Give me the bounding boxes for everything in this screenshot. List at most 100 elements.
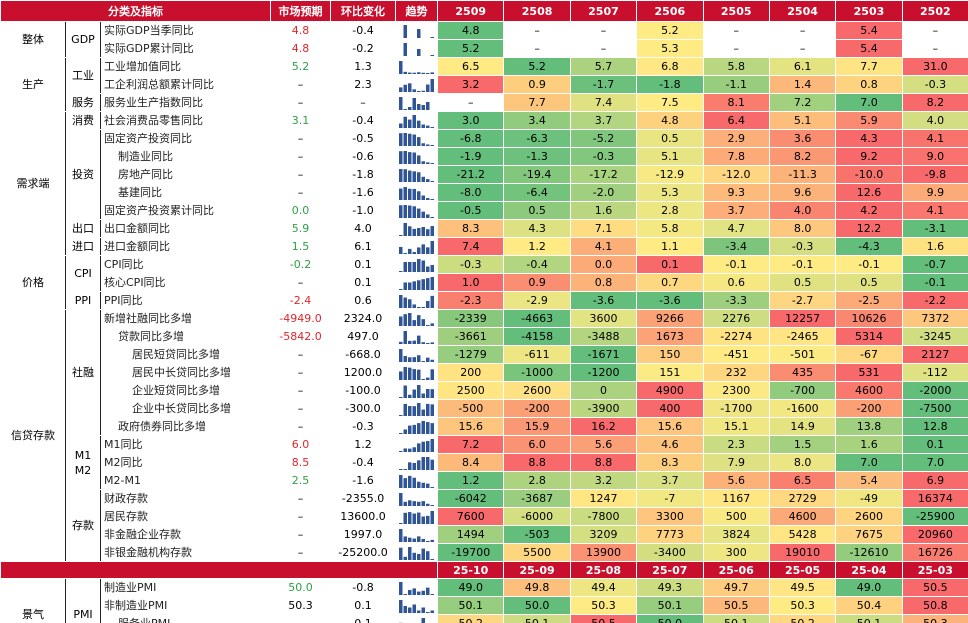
value-cell: -12610 — [835, 543, 903, 562]
value-cell: 7.2 — [437, 435, 505, 454]
value-cell: 1.6 — [835, 435, 903, 454]
value-cell: 2.8 — [503, 471, 571, 490]
indicator: 企业中长贷同比多增 — [99, 399, 272, 418]
spark-bar — [408, 448, 412, 452]
value-cell: 7773 — [636, 525, 704, 544]
spark-bar — [430, 422, 435, 434]
spark-bar — [426, 143, 430, 146]
indicator: 实际GDP当季同比 — [99, 21, 272, 40]
value-cell: -8.0 — [437, 183, 505, 202]
spark-bar — [399, 294, 403, 308]
value-cell: 50.8 — [901, 596, 968, 615]
value-cell: -0.7 — [901, 255, 968, 274]
trend — [395, 75, 439, 94]
spark-bar — [408, 475, 412, 488]
value-cell: -700 — [768, 381, 837, 400]
spark-bar — [412, 538, 417, 542]
spark-bar — [399, 122, 403, 128]
trend — [395, 471, 439, 490]
value-cell: -2274 — [702, 327, 770, 346]
value-cell: -1700 — [702, 399, 770, 418]
expectation: – — [270, 614, 332, 623]
trend — [395, 219, 439, 238]
value-cell: 2.9 — [702, 129, 770, 148]
value-cell: 3.0 — [437, 111, 505, 130]
spark-bar — [408, 367, 412, 380]
value-cell: -12.9 — [636, 165, 704, 184]
change: -0.4 — [330, 21, 397, 40]
spark-bar — [403, 330, 408, 344]
spark-bar — [399, 204, 403, 218]
spark-bar — [417, 208, 421, 218]
sparkline — [399, 402, 435, 416]
change: 4.0 — [330, 219, 397, 238]
value-cell: -3.1 — [901, 219, 968, 238]
value-cell: -6042 — [437, 489, 505, 508]
sparkline — [399, 258, 435, 272]
spark-bar — [399, 528, 403, 542]
spark-bar — [417, 154, 421, 164]
value-cell: 3.7 — [702, 201, 770, 220]
value-cell: -1.8 — [636, 75, 704, 94]
spark-bar — [408, 589, 412, 595]
value-cell: -200 — [835, 399, 903, 418]
header-change: 环比变化 — [330, 0, 397, 22]
data-row: 实际GDP累计同比 4.8 -0.2 5.2– –5.3– –5.4– — [1, 39, 968, 58]
spark-bar — [426, 611, 430, 613]
value-cell: 49.7 — [702, 578, 770, 597]
value-cell: 3.7 — [636, 471, 704, 490]
spark-bar — [430, 459, 435, 470]
spark-bar — [399, 492, 403, 506]
spark-bar — [408, 461, 412, 470]
value-cell: 50.3 — [569, 596, 638, 615]
value-cell: -0.1 — [768, 255, 837, 274]
expectation: – — [270, 183, 332, 202]
indicator: 非金融企业存款 — [99, 525, 272, 544]
value-cell: -0.3 — [437, 255, 505, 274]
spark-bar — [421, 420, 426, 434]
header-label: 分类及指标 — [0, 0, 272, 22]
spark-bar — [403, 42, 408, 56]
sparkline — [399, 581, 435, 595]
sparkline — [399, 168, 435, 182]
value-cell: 5.2 — [437, 39, 505, 58]
value-cell: 5.8 — [636, 219, 704, 238]
value-cell: 5.1 — [768, 111, 837, 130]
value-cell: – — [503, 39, 571, 58]
value-cell: 7.0 — [901, 453, 968, 472]
subcategory: 服务 — [65, 93, 101, 112]
value-cell: -2465 — [768, 327, 837, 346]
value-cell: 15.9 — [503, 417, 571, 436]
spark-bar — [399, 396, 403, 398]
change: -0.2 — [330, 39, 397, 58]
value-cell: 2600 — [503, 381, 571, 400]
spark-bar — [403, 24, 408, 38]
spark-bar — [403, 186, 408, 200]
spark-bar — [408, 340, 412, 344]
sparkline — [399, 510, 435, 524]
value-cell: -11.3 — [768, 165, 837, 184]
spark-bar — [403, 132, 408, 146]
value-cell: 5.6 — [702, 471, 770, 490]
spark-bar — [403, 281, 408, 290]
spark-bar — [399, 474, 403, 488]
spark-bar — [412, 205, 417, 218]
spark-bar — [430, 510, 435, 524]
value-cell: 10626 — [835, 309, 903, 328]
subcategory: 存款 — [65, 489, 101, 562]
value-cell: -200 — [503, 399, 571, 418]
data-row: 房地产同比 – -1.8 -21.2 -19.4 -17.2 -12.9 -12.0 -11.3… — [1, 165, 968, 184]
value-cell: 8.0 — [768, 453, 837, 472]
value-cell: -12.0 — [702, 165, 770, 184]
value-cell: 7675 — [835, 525, 903, 544]
spark-bar — [403, 501, 408, 506]
spark-bar — [421, 341, 426, 344]
spark-bar — [403, 168, 408, 182]
spark-bar — [408, 170, 412, 182]
subcategory: PMI — [65, 578, 101, 623]
value-cell: 531 — [835, 363, 903, 382]
value-cell: 0.8 — [835, 75, 903, 94]
value-cell: 49.0 — [835, 578, 903, 597]
spark-bar — [417, 422, 421, 434]
spark-bar — [403, 477, 408, 488]
